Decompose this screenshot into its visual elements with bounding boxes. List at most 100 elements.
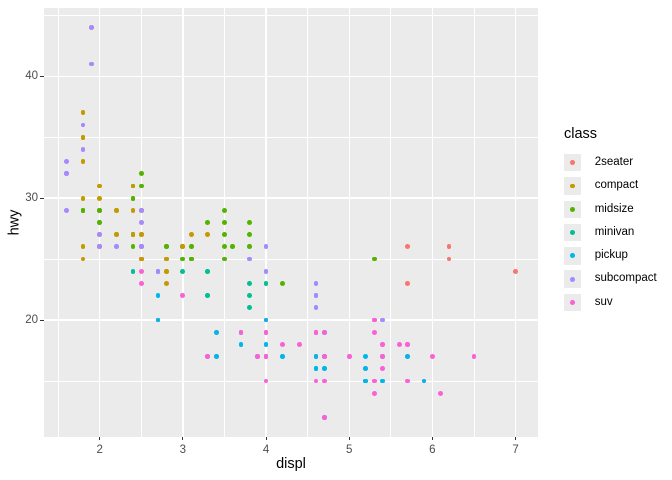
data-point [222, 232, 227, 238]
legend-point-icon [570, 160, 576, 166]
data-point [64, 207, 69, 213]
data-point [130, 207, 136, 213]
data-point [97, 232, 103, 238]
gridline-y-major [44, 319, 538, 321]
x-tick-mark [182, 437, 184, 441]
data-point [321, 378, 327, 384]
data-point [130, 195, 136, 201]
data-point [130, 232, 136, 238]
data-point [380, 378, 385, 384]
data-point [371, 390, 377, 396]
legend-label: subcompact [594, 272, 657, 285]
plot-panel [44, 8, 538, 437]
data-point [222, 244, 227, 250]
data-point [205, 354, 211, 359]
legend-item: midsize [564, 200, 672, 218]
gridline-y-major [44, 197, 538, 199]
data-point [80, 256, 86, 262]
data-point [180, 244, 186, 250]
data-point [138, 244, 144, 250]
data-point [280, 354, 286, 359]
data-point [263, 341, 269, 347]
data-point [97, 244, 103, 250]
data-point [313, 354, 319, 359]
data-point [247, 305, 252, 311]
data-point [113, 207, 119, 213]
data-point [363, 378, 369, 384]
data-point [371, 317, 377, 323]
data-point [163, 281, 169, 286]
gridline-x-minor [57, 8, 59, 437]
x-tick-mark [348, 437, 350, 441]
data-point [405, 281, 410, 286]
gridline-x-minor [390, 8, 392, 437]
data-point [138, 183, 144, 189]
y-tick-label: 30 [25, 192, 38, 205]
legend-point-icon [570, 276, 576, 282]
data-point [97, 207, 103, 213]
gridline-x-major [514, 8, 517, 437]
data-point [80, 207, 86, 213]
data-point [405, 341, 410, 347]
data-point [263, 378, 269, 384]
gridline-y-major [44, 75, 538, 77]
data-point [163, 244, 169, 250]
data-point [180, 268, 186, 274]
data-point [155, 268, 161, 274]
data-point [89, 25, 94, 30]
data-point [89, 61, 94, 67]
y-tick-label: 20 [25, 314, 38, 326]
data-point [188, 232, 194, 238]
data-point [230, 244, 236, 250]
data-point [80, 110, 86, 116]
data-point [222, 256, 227, 262]
data-point [313, 378, 319, 384]
data-point [263, 329, 269, 335]
gridline-y-minor [44, 380, 538, 382]
legend-point-icon [570, 230, 576, 235]
data-point [405, 244, 410, 250]
gridline-y-minor [44, 258, 538, 260]
data-point [213, 354, 219, 359]
data-point [313, 281, 319, 286]
legend-label: 2seater [594, 156, 634, 168]
data-point [130, 183, 136, 189]
data-point [213, 329, 219, 335]
gridline-x-major [182, 8, 184, 437]
data-point [263, 244, 269, 250]
data-point [280, 281, 286, 286]
data-point [255, 354, 261, 359]
gridline-y-minor [44, 14, 538, 16]
data-point [380, 341, 385, 347]
data-point [280, 341, 286, 347]
legend-label: compact [594, 179, 639, 192]
data-point [263, 281, 269, 286]
x-tick-label: 2 [96, 444, 103, 456]
data-point [429, 354, 435, 359]
data-point [97, 183, 103, 189]
legend-point-icon [570, 253, 576, 259]
data-point [80, 244, 86, 250]
data-point [438, 390, 444, 396]
data-point [138, 268, 144, 274]
legend-point-icon [570, 299, 576, 305]
gridline-x-minor [307, 8, 308, 437]
legend-item: compact [564, 177, 672, 195]
data-point [130, 244, 136, 250]
data-point [313, 305, 319, 311]
data-point [138, 281, 144, 286]
data-point [313, 329, 319, 335]
data-point [247, 256, 252, 262]
data-point [238, 341, 244, 347]
gridline-x-major [348, 8, 350, 437]
legend-label: minivan [594, 225, 635, 238]
x-tick-mark [431, 437, 433, 441]
data-point [64, 171, 69, 177]
x-tick-label: 3 [179, 444, 187, 456]
legend-label: midsize [594, 202, 634, 215]
data-point [113, 244, 119, 250]
data-point [188, 256, 194, 262]
data-point [405, 378, 410, 384]
data-point [138, 232, 144, 238]
legend-item: 2seater [564, 154, 672, 172]
